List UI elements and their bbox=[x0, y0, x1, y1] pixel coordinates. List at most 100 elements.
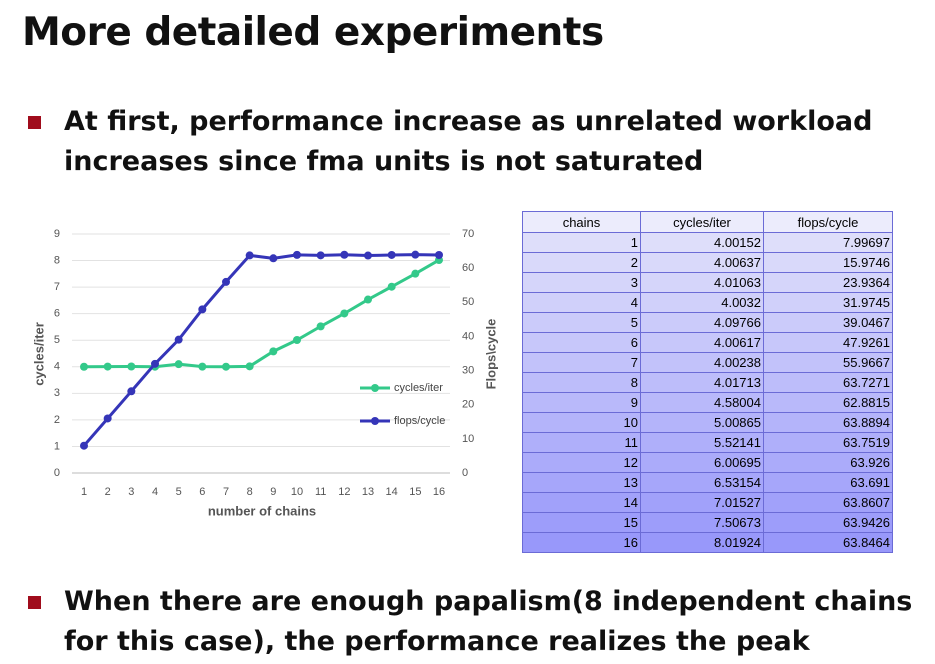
point bbox=[411, 250, 420, 259]
y-tick-label: 3 bbox=[54, 387, 60, 399]
y-tick-label: 0 bbox=[54, 467, 60, 479]
table-row: 6 4.00617 47.9261 bbox=[522, 332, 893, 353]
legend-label: cycles/iter bbox=[394, 382, 443, 394]
point bbox=[80, 441, 88, 450]
legend-label: flops/cycle bbox=[394, 415, 445, 427]
table-cell: 8 bbox=[522, 372, 641, 393]
table-row: 5 4.09766 39.0467 bbox=[522, 312, 893, 333]
point bbox=[364, 251, 372, 260]
table-row: 13 6.53154 63.691 bbox=[522, 472, 893, 493]
table-cell: 63.7271 bbox=[763, 372, 893, 393]
point bbox=[174, 360, 183, 369]
x-tick-label: 11 bbox=[315, 486, 326, 498]
bullet-line: At first, performance increase as unrela… bbox=[64, 106, 873, 137]
table-row: 1 4.00152 7.99697 bbox=[522, 232, 893, 253]
table-cell: 14 bbox=[522, 492, 641, 513]
table-cell: 15.9746 bbox=[763, 252, 893, 273]
x-tick-label: 7 bbox=[223, 486, 229, 498]
point bbox=[435, 251, 443, 260]
y2-tick-label: 50 bbox=[462, 296, 474, 308]
table-row: 2 4.00637 15.9746 bbox=[522, 252, 893, 273]
table-cell: 7 bbox=[522, 352, 641, 373]
y2-axis-title: Flops\cycle bbox=[483, 319, 498, 390]
point bbox=[222, 277, 230, 286]
table-header-cell: chains bbox=[522, 211, 641, 233]
table-cell: 7.01527 bbox=[640, 492, 764, 513]
table-row: 7 4.00238 55.9667 bbox=[522, 352, 893, 373]
table-cell: 4 bbox=[522, 292, 641, 313]
bullet-line: increases since fma units is not saturat… bbox=[64, 146, 704, 177]
table-cell: 62.8815 bbox=[763, 392, 893, 413]
table-cell: 12 bbox=[522, 452, 641, 473]
table-cell: 9 bbox=[522, 392, 641, 413]
table-row: 12 6.00695 63.926 bbox=[522, 452, 893, 473]
bullet: At first, performance increase as unrela… bbox=[28, 102, 872, 182]
table-cell: 7.99697 bbox=[763, 232, 893, 253]
table-cell: 63.8464 bbox=[763, 532, 893, 553]
y-tick-label: 9 bbox=[54, 228, 60, 240]
table-header-row: chains cycles/iter flops/cycle bbox=[522, 211, 893, 233]
table-cell: 4.00152 bbox=[640, 232, 764, 253]
y-tick-label: 2 bbox=[54, 414, 60, 426]
y2-tick-label: 0 bbox=[462, 467, 468, 479]
y2-tick-label: 20 bbox=[462, 399, 474, 411]
point bbox=[316, 251, 325, 260]
table-header-cell: flops/cycle bbox=[763, 211, 893, 233]
table-cell: 6.53154 bbox=[640, 472, 764, 493]
table-cell: 5.52141 bbox=[640, 432, 764, 453]
table-cell: 63.926 bbox=[763, 452, 893, 473]
table-cell: 4.58004 bbox=[640, 392, 764, 413]
point bbox=[293, 250, 301, 259]
table-cell: 55.9667 bbox=[763, 352, 893, 373]
point bbox=[269, 254, 278, 263]
legend-marker bbox=[371, 417, 379, 425]
table-cell: 23.9364 bbox=[763, 272, 893, 293]
series-line bbox=[83, 258, 440, 369]
table-cell: 4.09766 bbox=[640, 312, 764, 333]
table-cell: 4.0032 bbox=[640, 292, 764, 313]
bullet-line: When there are enough papalism(8 indepen… bbox=[64, 586, 913, 617]
point bbox=[127, 387, 136, 396]
table-cell: 47.9261 bbox=[763, 332, 893, 353]
point bbox=[364, 295, 372, 304]
table-row: 14 7.01527 63.8607 bbox=[522, 492, 893, 513]
table-cell: 6.00695 bbox=[640, 452, 764, 473]
table-row: 16 8.01924 63.8464 bbox=[522, 532, 893, 553]
x-tick-label: 4 bbox=[152, 486, 158, 498]
point bbox=[127, 362, 136, 371]
y-tick-label: 8 bbox=[54, 254, 60, 266]
y-tick-label: 5 bbox=[54, 334, 60, 346]
y2-tick-label: 30 bbox=[462, 364, 474, 376]
point bbox=[316, 322, 325, 331]
table-cell: 5.00865 bbox=[640, 412, 764, 433]
table-cell: 5 bbox=[522, 312, 641, 333]
point bbox=[222, 362, 230, 371]
table-cell: 4.01063 bbox=[640, 272, 764, 293]
y2-tick-label: 70 bbox=[462, 228, 474, 240]
point bbox=[103, 414, 112, 423]
y2-tick-label: 60 bbox=[462, 262, 474, 274]
point bbox=[411, 269, 420, 278]
bullet: When there are enough papalism(8 indepen… bbox=[28, 582, 912, 662]
point bbox=[174, 335, 183, 344]
point bbox=[80, 362, 88, 371]
y2-tick-label: 40 bbox=[462, 330, 474, 342]
point bbox=[198, 362, 207, 371]
table-body: chains cycles/iter flops/cycle 1 4.00152 7.99… bbox=[522, 211, 893, 553]
bullet-marker bbox=[28, 116, 41, 129]
point bbox=[269, 347, 278, 356]
x-tick-label: 6 bbox=[199, 486, 205, 498]
point bbox=[151, 359, 159, 368]
point bbox=[387, 282, 396, 291]
y2-tick-label: 10 bbox=[462, 433, 474, 445]
point bbox=[340, 309, 349, 318]
table-row: 11 5.52141 63.7519 bbox=[522, 432, 893, 453]
table-cell: 39.0467 bbox=[763, 312, 893, 333]
table-cell: 63.8894 bbox=[763, 412, 893, 433]
slide-title: More detailed experiments bbox=[22, 10, 604, 55]
x-tick-label: 8 bbox=[247, 486, 253, 498]
point bbox=[340, 250, 349, 259]
y-tick-label: 4 bbox=[54, 361, 60, 373]
table-cell: 8.01924 bbox=[640, 532, 764, 553]
